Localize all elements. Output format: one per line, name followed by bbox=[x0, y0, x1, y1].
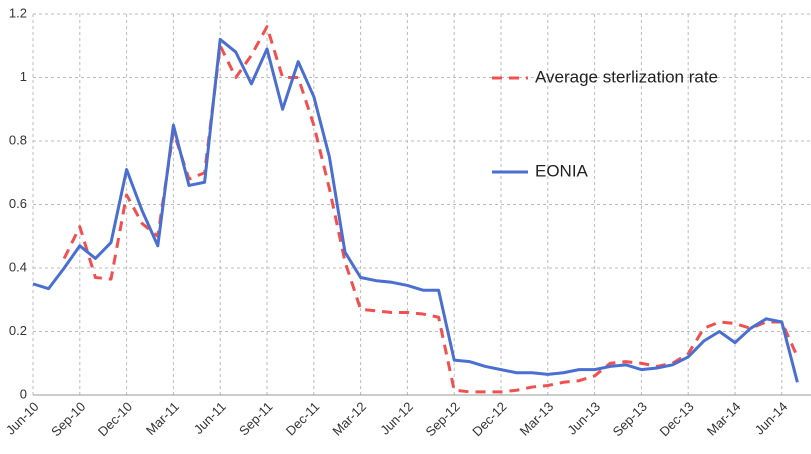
legend-label: Average sterlization rate bbox=[535, 67, 718, 86]
x-tick-label: Jun-14 bbox=[752, 399, 791, 438]
x-tick-label: Dec-11 bbox=[283, 399, 323, 439]
series-line bbox=[32, 37, 799, 383]
y-tick-label: 1.2 bbox=[9, 5, 27, 20]
x-tick-label: Sep-13 bbox=[610, 399, 650, 439]
x-tick-label: Jun-13 bbox=[564, 399, 603, 438]
y-tick-label: 0.4 bbox=[9, 259, 27, 274]
x-tick-label: Mar-14 bbox=[704, 399, 744, 439]
y-tick-label: 1 bbox=[20, 69, 27, 84]
x-tick-label: Mar-11 bbox=[143, 399, 182, 438]
x-tick-label: Mar-13 bbox=[517, 399, 557, 439]
series-line bbox=[62, 25, 799, 394]
x-tick-label: Dec-12 bbox=[469, 399, 509, 439]
y-tick-label: 0.6 bbox=[9, 196, 27, 211]
x-tick-label: Sep-12 bbox=[423, 399, 463, 439]
x-tick-label: Dec-13 bbox=[657, 399, 697, 439]
legend-label: EONIA bbox=[535, 161, 589, 180]
x-tick-label: Jun-10 bbox=[3, 399, 42, 438]
y-tick-label: 0.8 bbox=[9, 132, 27, 147]
x-tick-label: Sep-10 bbox=[48, 399, 88, 439]
y-tick-label: 0.2 bbox=[9, 323, 27, 338]
y-tick-label: 0 bbox=[20, 386, 27, 401]
x-tick-label: Jun-12 bbox=[377, 399, 416, 438]
x-tick-label: Mar-12 bbox=[329, 399, 369, 439]
x-tick-label: Jun-11 bbox=[191, 399, 229, 437]
x-tick-label: Sep-11 bbox=[236, 399, 276, 439]
x-tick-label: Dec-10 bbox=[95, 399, 135, 439]
